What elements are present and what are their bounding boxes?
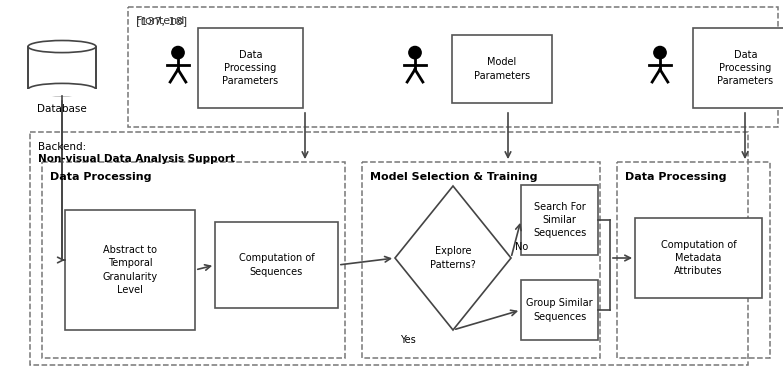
Text: [137, 18]: [137, 18] [136,16,187,26]
Text: Search For
Similar
Sequences: Search For Similar Sequences [533,202,586,238]
Text: Explore
Patterns?: Explore Patterns? [430,246,476,270]
Text: Database: Database [37,104,87,114]
Ellipse shape [28,41,96,52]
Text: No: No [515,242,529,252]
FancyBboxPatch shape [198,28,303,108]
Polygon shape [395,186,511,330]
Text: Abstract to
Temporal
Granularity
Level: Abstract to Temporal Granularity Level [103,245,157,295]
FancyBboxPatch shape [521,280,598,340]
Text: Group Similar
Sequences: Group Similar Sequences [526,298,593,322]
FancyBboxPatch shape [521,185,598,255]
Text: Yes: Yes [400,335,416,345]
FancyBboxPatch shape [215,222,338,308]
FancyBboxPatch shape [452,35,552,103]
Text: Data
Processing
Parameters: Data Processing Parameters [222,50,279,86]
Text: Data Processing: Data Processing [625,172,727,182]
Text: Data
Processing
Parameters: Data Processing Parameters [717,50,774,86]
Bar [28,47,96,90]
Text: Model Selection & Training: Model Selection & Training [370,172,537,182]
Text: Computation of
Metadata
Attributes: Computation of Metadata Attributes [661,240,736,276]
Circle shape [409,46,421,59]
Text: Data Processing: Data Processing [50,172,151,182]
Text: Backend:: Backend: [38,142,86,152]
FancyBboxPatch shape [635,218,762,298]
Text: Model
Parameters: Model Parameters [474,57,530,80]
Ellipse shape [28,83,96,95]
Text: Computation of
Sequences: Computation of Sequences [239,254,314,277]
Text: Non-visual Data Analysis Support: Non-visual Data Analysis Support [38,154,235,164]
Circle shape [171,46,184,59]
FancyBboxPatch shape [65,210,195,330]
FancyBboxPatch shape [693,28,783,108]
Circle shape [654,46,666,59]
Text: Frontend: Frontend [136,16,186,26]
Bar [27,90,97,97]
